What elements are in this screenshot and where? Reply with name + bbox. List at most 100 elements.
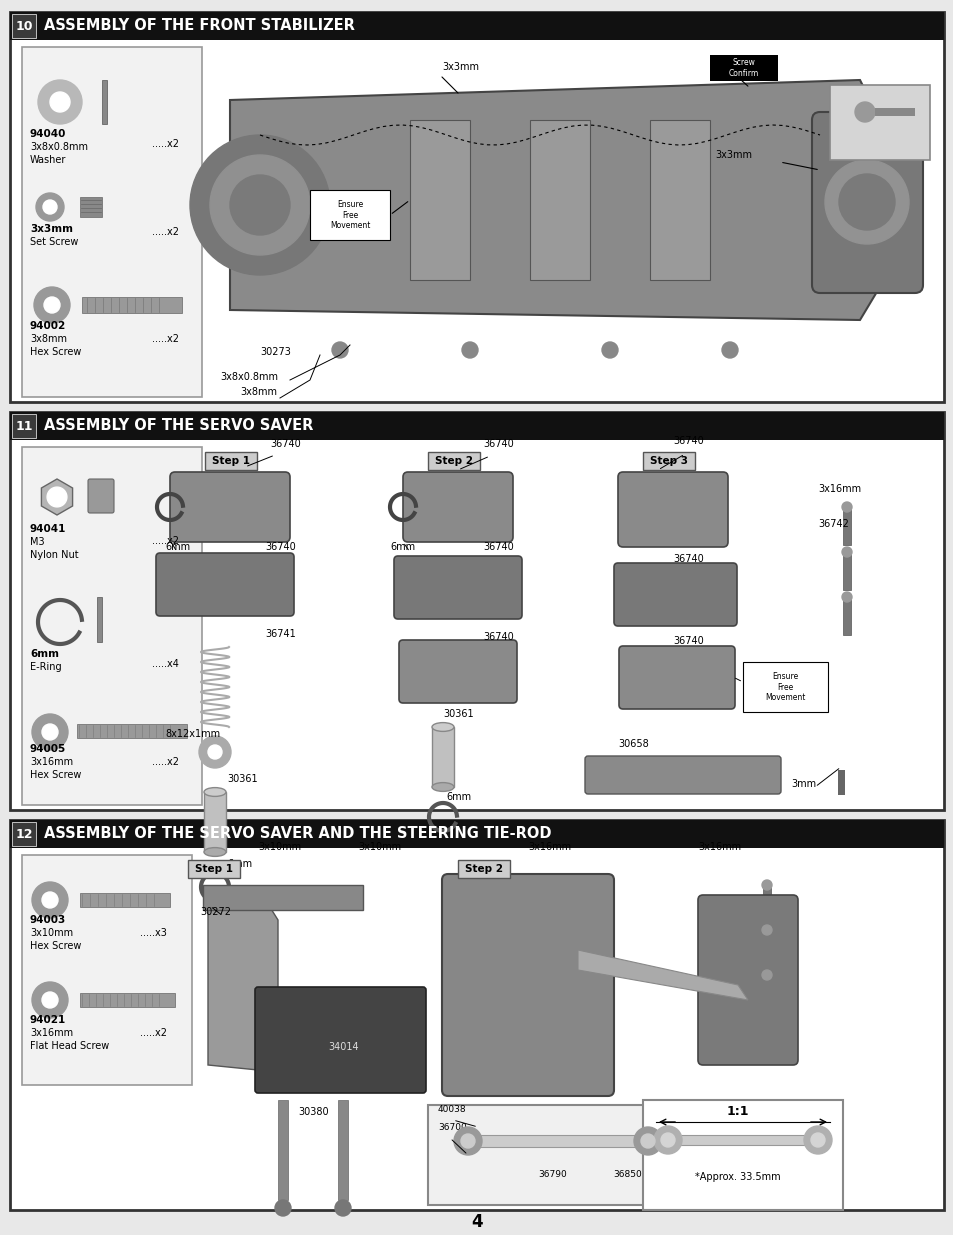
Text: 3x16mm: 3x16mm [30, 757, 73, 767]
Bar [188, 860, 240, 878]
FancyBboxPatch shape [394, 556, 521, 619]
Text: E-Ring: E-Ring [30, 662, 62, 672]
Text: 6mm: 6mm [30, 650, 59, 659]
Text: .....x2: .....x2 [152, 333, 179, 345]
Text: Hex Screw: Hex Screw [30, 769, 81, 781]
Bar [649, 120, 709, 280]
Bar [428, 452, 479, 471]
Circle shape [42, 992, 58, 1008]
Circle shape [454, 1128, 481, 1155]
Bar [410, 120, 470, 280]
Circle shape [190, 135, 330, 275]
Text: .....x2: .....x2 [152, 536, 179, 546]
Polygon shape [41, 479, 72, 515]
Circle shape [335, 1200, 351, 1216]
Text: .....x2: .....x2 [152, 757, 179, 767]
Text: Nylon Nut: Nylon Nut [30, 550, 78, 559]
Text: Step 3: Step 3 [649, 456, 687, 466]
Text: Ensure
Free
Movement: Ensure Free Movement [330, 200, 370, 230]
Text: Step 1: Step 1 [194, 864, 233, 874]
FancyBboxPatch shape [156, 553, 294, 616]
Text: .....x2: .....x2 [152, 140, 179, 149]
FancyBboxPatch shape [811, 112, 923, 293]
Bar [10, 820, 943, 848]
Text: 30361: 30361 [227, 774, 257, 784]
FancyBboxPatch shape [698, 895, 797, 1065]
Text: Step 2: Step 2 [464, 864, 502, 874]
Bar [80, 993, 174, 1007]
Bar [837, 769, 844, 795]
Text: Ensure
Free
Movement: Ensure Free Movement [764, 672, 804, 701]
Bar [457, 860, 510, 878]
Bar [10, 12, 943, 403]
Text: 4: 4 [471, 1213, 482, 1231]
Text: 3x16mm: 3x16mm [30, 1028, 73, 1037]
Bar [530, 120, 589, 280]
Circle shape [634, 1128, 661, 1155]
Text: 11: 11 [15, 420, 32, 432]
Circle shape [47, 487, 67, 506]
Bar [10, 12, 943, 40]
Bar [82, 296, 182, 312]
Text: 3x8mm: 3x8mm [30, 333, 67, 345]
Bar [842, 508, 850, 545]
Bar [742, 662, 827, 713]
Bar [829, 85, 929, 161]
Text: Hex Screw: Hex Screw [30, 941, 81, 951]
Circle shape [824, 161, 908, 245]
Text: Set Screw: Set Screw [30, 237, 78, 247]
Text: 94040: 94040 [30, 128, 67, 140]
Text: Flat Head Screw: Flat Head Screw [30, 1041, 110, 1051]
Circle shape [803, 1126, 831, 1153]
Circle shape [32, 982, 68, 1018]
Bar [468, 1135, 647, 1147]
Bar [432, 727, 454, 787]
Bar [672, 1135, 812, 1145]
Circle shape [841, 547, 851, 557]
Text: 36740: 36740 [265, 542, 295, 552]
Circle shape [42, 892, 58, 908]
FancyBboxPatch shape [618, 472, 727, 547]
Circle shape [32, 882, 68, 918]
Text: 94021: 94021 [30, 1015, 66, 1025]
Text: 3x3mm: 3x3mm [441, 62, 478, 72]
Text: 36740: 36740 [672, 555, 703, 564]
Ellipse shape [432, 783, 454, 792]
Ellipse shape [432, 722, 454, 731]
Bar [762, 885, 770, 923]
Text: 30658: 30658 [618, 739, 648, 748]
Circle shape [810, 1132, 824, 1147]
Text: 3x16mm: 3x16mm [527, 842, 571, 852]
Circle shape [332, 342, 348, 358]
Bar [97, 597, 102, 642]
Text: .....x4: .....x4 [152, 659, 178, 669]
Text: 6mm: 6mm [165, 542, 190, 552]
Text: 94003: 94003 [30, 915, 66, 925]
Circle shape [42, 724, 58, 740]
Circle shape [841, 592, 851, 601]
Circle shape [838, 174, 894, 230]
Circle shape [721, 342, 738, 358]
Bar [12, 823, 36, 846]
Text: .....x2: .....x2 [152, 227, 179, 237]
Bar [10, 412, 943, 440]
FancyBboxPatch shape [254, 987, 426, 1093]
Polygon shape [230, 80, 889, 320]
Bar [842, 552, 850, 590]
Circle shape [841, 501, 851, 513]
Text: 36740: 36740 [482, 632, 514, 642]
Circle shape [274, 1200, 291, 1216]
Text: 10: 10 [15, 20, 32, 32]
Circle shape [38, 80, 82, 124]
Text: 3x16mm: 3x16mm [817, 484, 861, 494]
FancyBboxPatch shape [584, 756, 781, 794]
Text: 36740: 36740 [672, 436, 703, 446]
Text: 94041: 94041 [30, 524, 67, 534]
FancyBboxPatch shape [88, 479, 113, 513]
Bar [277, 1100, 288, 1200]
Circle shape [761, 925, 771, 935]
FancyBboxPatch shape [170, 472, 290, 542]
Bar [102, 80, 107, 124]
Text: 3x16mm: 3x16mm [698, 842, 740, 852]
Circle shape [654, 1126, 681, 1153]
